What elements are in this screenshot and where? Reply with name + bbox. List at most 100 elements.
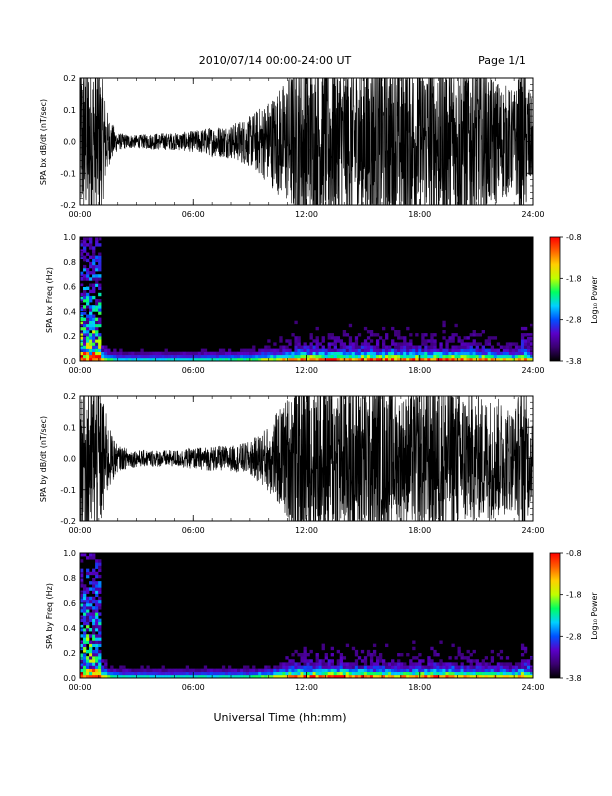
heatmap-cell (243, 357, 247, 362)
heatmap-cell (427, 354, 431, 359)
x-tick-label: 00:00 (68, 526, 91, 535)
heatmap-cell (170, 668, 174, 673)
heatmap-cell (366, 348, 371, 352)
heatmap-cell (98, 649, 102, 654)
heatmap-cell (83, 596, 87, 601)
heatmap-cell (158, 668, 162, 673)
heatmap-cell (98, 243, 102, 247)
heatmap-cell (227, 674, 232, 679)
heatmap-cell (357, 674, 362, 679)
heatmap-cell (382, 351, 386, 356)
heatmap-cell (345, 665, 350, 669)
heatmap-cell (502, 668, 507, 673)
heatmap-cell (288, 351, 292, 356)
heatmap-cell (288, 659, 292, 663)
heatmap-cell (86, 326, 90, 331)
heatmap-cell (276, 674, 280, 679)
heatmap-cell (430, 668, 434, 673)
heatmap-cell (92, 336, 96, 340)
heatmap-cell (288, 348, 292, 352)
heatmap-cell (80, 674, 84, 679)
heatmap-cell (143, 351, 147, 356)
heatmap-cell (520, 674, 525, 679)
heatmap-cell (433, 351, 437, 356)
heatmap-cell (451, 668, 455, 673)
heatmap-cell (306, 357, 310, 362)
heatmap-cell (119, 665, 123, 669)
heatmap-cell (83, 584, 87, 588)
heatmap-cell (520, 653, 525, 657)
heatmap-cell (140, 354, 144, 359)
heatmap-cell (472, 649, 476, 654)
heatmap-cell (83, 237, 87, 241)
heatmap-cell (164, 354, 168, 359)
heatmap-cell (369, 348, 374, 352)
heatmap-cell (481, 330, 485, 334)
heatmap-cell (89, 261, 93, 266)
heatmap-cell (424, 351, 428, 356)
heatmap-cell (327, 674, 331, 679)
heatmap-cell (484, 339, 488, 343)
heatmap-cell (388, 671, 392, 676)
heatmap-cell (321, 668, 325, 673)
heatmap-cell (83, 286, 87, 290)
heatmap-cell (514, 668, 519, 673)
heatmap-cell (469, 357, 473, 362)
heatmap-cell (309, 354, 313, 359)
heatmap-cell (442, 674, 446, 679)
heatmap-cell (526, 348, 531, 352)
heatmap-cell (267, 668, 271, 673)
heatmap-cell (514, 351, 519, 356)
heatmap-cell (83, 628, 87, 632)
heatmap-cell (424, 674, 428, 679)
heatmap-cell (315, 354, 319, 359)
heatmap-cell (89, 571, 93, 576)
heatmap-cell (227, 665, 232, 669)
heatmap-cell (306, 671, 310, 676)
x-tick-label: 06:00 (182, 366, 205, 375)
y-tick-label: -0.2 (60, 201, 76, 210)
heatmap-cell (457, 345, 461, 349)
heatmap-cell (86, 618, 90, 623)
heatmap-cell (125, 351, 129, 356)
heatmap-cell (520, 336, 525, 340)
heatmap-cell (95, 348, 99, 352)
heatmap-cell (170, 351, 174, 356)
heatmap-cell (321, 662, 325, 666)
heatmap-cell (294, 665, 298, 669)
heatmap-cell (457, 646, 461, 651)
heatmap-cell (484, 348, 488, 352)
heatmap-cell (505, 668, 510, 673)
heatmap-cell (231, 668, 235, 673)
heatmap-cell (89, 237, 93, 241)
heatmap-cell (409, 339, 413, 343)
heatmap-cell (442, 351, 446, 356)
heatmap-cell (267, 339, 271, 343)
heatmap-cell (152, 674, 156, 679)
heatmap-cell (469, 668, 473, 673)
heatmap-cell (270, 668, 274, 673)
heatmap-cell (95, 333, 99, 337)
heatmap-cell (523, 348, 528, 352)
heatmap-cell (481, 665, 485, 669)
heatmap-cell (200, 351, 205, 356)
heatmap-cell (95, 342, 99, 346)
heatmap-cell (366, 330, 371, 334)
heatmap-cell (92, 271, 96, 275)
heatmap-cell (246, 668, 250, 673)
heatmap-cell (303, 342, 307, 346)
heatmap-cell (92, 333, 96, 337)
heatmap-cell (312, 665, 316, 669)
heatmap-cell (267, 354, 271, 359)
heatmap-cell (258, 671, 262, 676)
heatmap-cell (92, 659, 96, 663)
heatmap-cell (451, 339, 455, 343)
y-tick-label: 0.0 (63, 357, 76, 366)
heatmap-cell (89, 668, 93, 673)
heatmap-cell (83, 299, 87, 303)
heatmap-cell (466, 336, 470, 340)
heatmap-cell (95, 587, 99, 591)
heatmap-cell (137, 671, 141, 676)
heatmap-cell (369, 665, 374, 669)
heatmap-cell (496, 357, 501, 362)
